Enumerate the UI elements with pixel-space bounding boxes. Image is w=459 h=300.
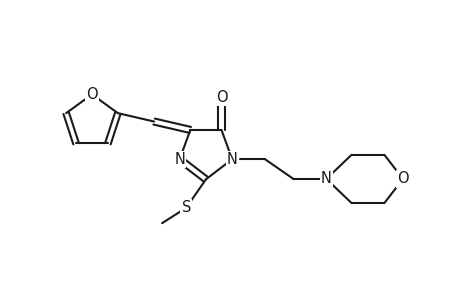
Text: N: N [320,171,331,186]
Text: O: O [215,90,227,105]
Text: S: S [181,200,190,215]
Text: O: O [396,171,408,186]
Text: O: O [86,87,98,102]
Text: N: N [174,152,185,167]
Text: N: N [226,152,237,167]
